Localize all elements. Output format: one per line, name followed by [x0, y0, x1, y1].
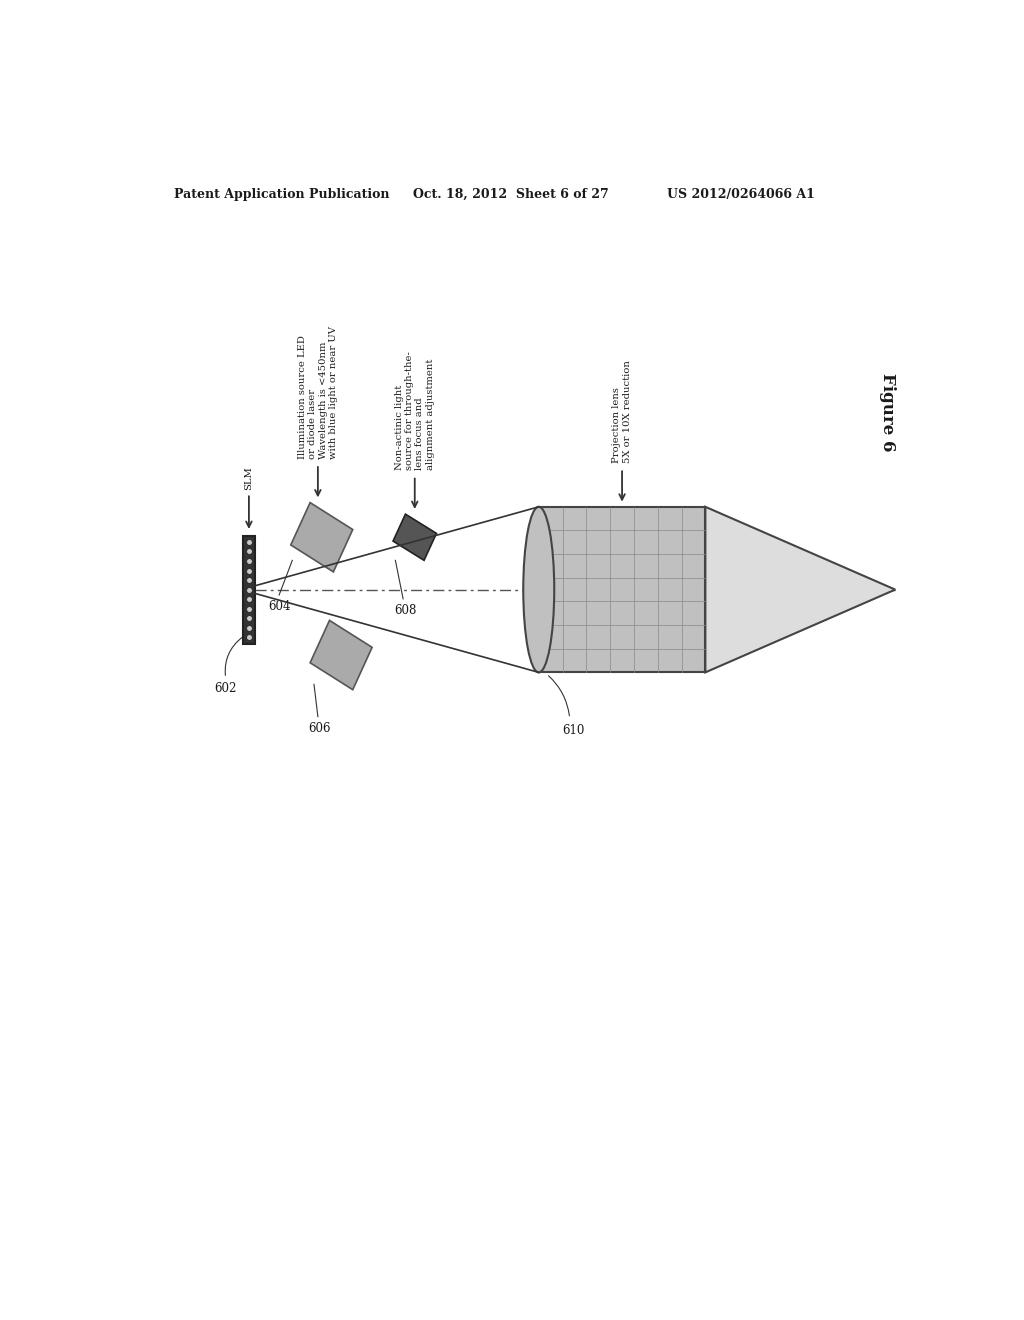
Text: 604: 604 — [268, 601, 291, 614]
Text: US 2012/0264066 A1: US 2012/0264066 A1 — [667, 187, 814, 201]
Polygon shape — [706, 507, 895, 672]
Polygon shape — [393, 515, 436, 561]
Ellipse shape — [523, 507, 554, 672]
Text: Projection lens
5X or 10X reduction: Projection lens 5X or 10X reduction — [612, 360, 632, 463]
Text: 610: 610 — [562, 723, 585, 737]
Text: 608: 608 — [394, 605, 417, 618]
Text: 602: 602 — [214, 682, 237, 696]
Text: Figure 6: Figure 6 — [879, 374, 896, 451]
Text: Oct. 18, 2012  Sheet 6 of 27: Oct. 18, 2012 Sheet 6 of 27 — [414, 187, 609, 201]
Text: Patent Application Publication: Patent Application Publication — [174, 187, 390, 201]
Bar — [539, 507, 706, 672]
Text: SLM: SLM — [245, 466, 253, 490]
Polygon shape — [291, 503, 352, 572]
Text: 606: 606 — [308, 722, 331, 735]
Bar — [243, 536, 255, 644]
Text: Non-actinic light
source for through-the-
lens focus and
alignment adjustment: Non-actinic light source for through-the… — [394, 351, 435, 470]
Text: Illumination source LED
or diode laser
Wavelength is <450nm
with blue light or n: Illumination source LED or diode laser W… — [298, 326, 338, 459]
Polygon shape — [310, 620, 372, 689]
